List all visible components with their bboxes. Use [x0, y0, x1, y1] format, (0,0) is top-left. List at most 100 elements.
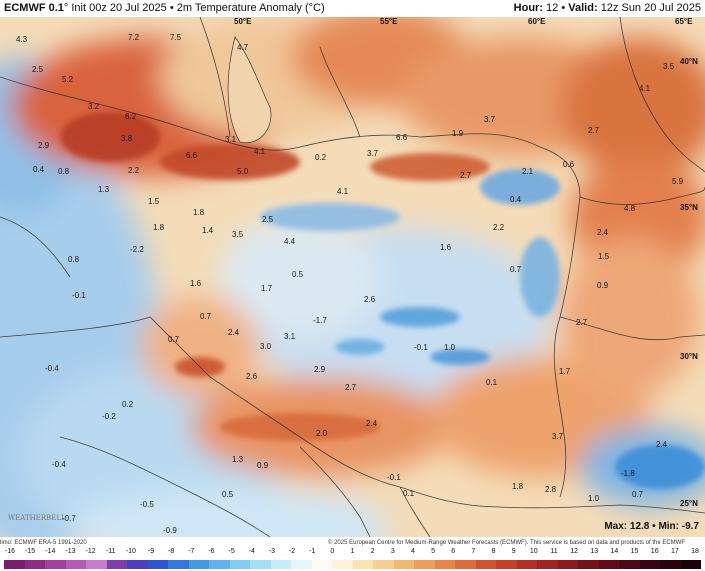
value-label: 5.0: [237, 167, 249, 176]
scale-swatch: [168, 560, 189, 569]
anomaly-map: 50°E 55°E 60°E 65°E 40°N 35°N 30°N 25°N …: [0, 17, 705, 537]
value-label: 2.4: [228, 328, 240, 337]
value-label: 3.7: [552, 432, 564, 441]
scale-swatch: [291, 560, 312, 569]
hour-label: Hour:: [513, 2, 543, 14]
scale-swatch: [332, 560, 353, 569]
value-label: 1.8: [193, 208, 205, 217]
value-label: -0.9: [163, 526, 177, 535]
scale-tick-label: -7: [188, 548, 195, 555]
scale-swatch: [209, 560, 230, 569]
scale-swatch: [414, 560, 435, 569]
scale-tick-label: 5: [431, 548, 436, 555]
scale-swatch: [598, 560, 619, 569]
value-label: 1.7: [261, 284, 273, 293]
scale-tick-label: -15: [25, 548, 36, 555]
value-label: 1.4: [202, 226, 214, 235]
value-label: 4.1: [254, 147, 266, 156]
scale-swatch: [311, 560, 332, 569]
valid-time: 12z Sun 20 Jul 2025: [600, 2, 701, 14]
value-label: 0.5: [292, 270, 304, 279]
scale-swatch: [393, 560, 414, 569]
value-label: 0.7: [200, 312, 212, 321]
value-label: 0.4: [510, 195, 522, 204]
scale-swatch: [434, 560, 455, 569]
scale-tick-label: 8: [491, 548, 496, 555]
value-label: 2.8: [545, 485, 557, 494]
scale-tick-label: -16: [4, 548, 16, 555]
scale-tick-label: -11: [105, 548, 116, 555]
value-label: 3.1: [225, 135, 237, 144]
scale-tick-label: 18: [691, 548, 699, 555]
value-label: 1.0: [588, 494, 600, 503]
scale-swatch: [639, 560, 660, 569]
scale-swatch: [455, 560, 476, 569]
lat-label-25n: 25°N: [680, 499, 698, 508]
value-label: 5.2: [62, 75, 74, 84]
scale-tick-label: 14: [610, 548, 619, 555]
value-label: -0.5: [140, 500, 154, 509]
scale-tick-label: -4: [248, 548, 255, 555]
max-value: 12.8: [629, 521, 650, 532]
value-label: 1.3: [232, 455, 244, 464]
weatherbell-logo: WEATHERBELL: [8, 514, 66, 522]
value-label: 0.7: [632, 490, 644, 499]
climatology-credit: limo: ECMWF ERA-5 1991-2020: [0, 540, 87, 546]
scale-swatch: [680, 560, 701, 569]
value-label: 1.3: [98, 185, 110, 194]
scale-swatch: [250, 560, 271, 569]
value-label: 2.7: [588, 126, 600, 135]
scale-swatch: [537, 560, 558, 569]
value-label: 2.9: [38, 141, 50, 150]
min-label: Min:: [658, 521, 679, 532]
scale-tick-label: 12: [570, 548, 579, 555]
value-label: -0.4: [45, 364, 59, 373]
title-left: ECMWF 0.1° Init 00z 20 Jul 2025 • 2m Tem…: [4, 2, 325, 14]
scale-tick-label: 10: [529, 548, 538, 555]
value-label: 5.9: [672, 177, 684, 186]
scale-swatch: [45, 560, 66, 569]
scale-tick-label: 1: [350, 548, 355, 555]
min-value: -9.7: [681, 521, 699, 532]
value-label: 2.4: [656, 440, 668, 449]
scale-tick-label: -14: [45, 548, 56, 555]
value-label: 7.2: [128, 33, 140, 42]
value-label: 3.8: [121, 134, 133, 143]
lon-label-55e: 55°E: [380, 17, 398, 26]
value-label: 4.8: [624, 204, 636, 213]
value-label: 0.7: [510, 265, 522, 274]
value-label: 0.1: [486, 378, 498, 387]
scale-ticks: -16 -15 -14 -13 -12 -11 -10 -9 -8 -7 -6 -5 -4 -3 -2 -1 0…: [0, 548, 705, 558]
title-separator: •: [169, 2, 174, 14]
scale-bar: [4, 560, 701, 569]
value-label: 1.0: [444, 343, 456, 352]
lon-label-65e: 65°E: [675, 17, 693, 26]
scale-swatch: [229, 560, 250, 569]
scale-tick-label: 0: [330, 548, 335, 555]
lon-label-60e: 60°E: [528, 17, 546, 26]
scale-swatch: [147, 560, 168, 569]
value-label: 0.7: [168, 335, 180, 344]
value-label: 2.9: [314, 365, 326, 374]
value-label: 0.2: [315, 153, 327, 162]
value-label: 1.8: [512, 482, 524, 491]
value-label: 1.6: [190, 279, 202, 288]
value-label: 4.1: [639, 84, 651, 93]
value-label: 1.8: [153, 223, 165, 232]
value-label: 3.7: [367, 149, 379, 158]
value-label: 2.4: [366, 419, 378, 428]
value-label: 3.2: [88, 102, 100, 111]
init-time: ° Init 00z 20 Jul 2025: [63, 2, 167, 14]
value-label: 3.0: [260, 342, 272, 351]
value-label: 1.5: [148, 197, 160, 206]
product-name: 2m Temperature Anomaly (°C): [176, 2, 325, 14]
value-label: 0.9: [257, 461, 269, 470]
scale-swatch: [270, 560, 291, 569]
scale-tick-label: 17: [670, 548, 679, 555]
value-label: -0.4: [52, 460, 66, 469]
value-label: 0.1: [403, 489, 415, 498]
scale-tick-label: -8: [168, 548, 175, 555]
scale-swatch: [86, 560, 107, 569]
color-scale: -16 -15 -14 -13 -12 -11 -10 -9 -8 -7 -6 -5 -4 -3 -2 -1 0…: [0, 548, 705, 571]
lon-label-50e: 50°E: [234, 17, 252, 26]
